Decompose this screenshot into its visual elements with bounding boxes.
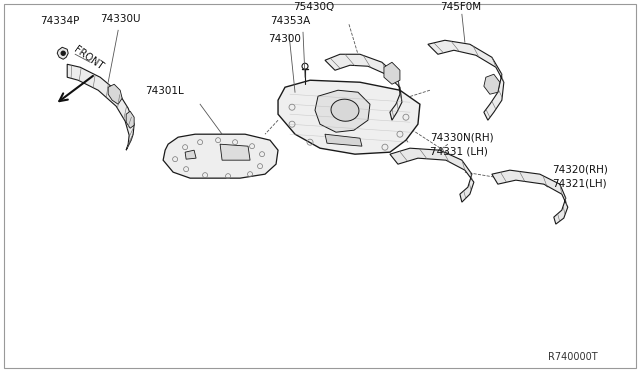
Polygon shape bbox=[390, 148, 474, 202]
Polygon shape bbox=[126, 111, 134, 128]
Polygon shape bbox=[108, 84, 122, 104]
Circle shape bbox=[61, 51, 65, 55]
Polygon shape bbox=[492, 170, 568, 224]
Text: FRONT: FRONT bbox=[72, 45, 105, 72]
Polygon shape bbox=[67, 64, 134, 150]
Text: 74301L: 74301L bbox=[145, 86, 184, 96]
Polygon shape bbox=[220, 144, 250, 160]
Text: 74353A: 74353A bbox=[270, 16, 310, 26]
Polygon shape bbox=[325, 134, 362, 146]
Polygon shape bbox=[315, 90, 370, 132]
Text: 74320(RH): 74320(RH) bbox=[552, 164, 608, 174]
Polygon shape bbox=[325, 54, 402, 120]
Polygon shape bbox=[484, 74, 500, 94]
Polygon shape bbox=[384, 62, 400, 84]
Polygon shape bbox=[185, 150, 196, 159]
Text: 74321(LH): 74321(LH) bbox=[552, 178, 607, 188]
Text: 74334P: 74334P bbox=[40, 16, 79, 26]
Polygon shape bbox=[163, 134, 278, 178]
Text: 75430Q: 75430Q bbox=[293, 2, 334, 12]
Ellipse shape bbox=[331, 99, 359, 121]
Text: 74330U: 74330U bbox=[100, 14, 141, 24]
Polygon shape bbox=[428, 40, 504, 120]
Text: 74300: 74300 bbox=[268, 34, 301, 44]
Text: R740000T: R740000T bbox=[548, 352, 598, 362]
Text: 74330N(RH): 74330N(RH) bbox=[430, 132, 493, 142]
Polygon shape bbox=[57, 47, 68, 59]
Text: 74331 (LH): 74331 (LH) bbox=[430, 146, 488, 156]
Text: 745F0M: 745F0M bbox=[440, 2, 481, 12]
Polygon shape bbox=[278, 80, 420, 154]
